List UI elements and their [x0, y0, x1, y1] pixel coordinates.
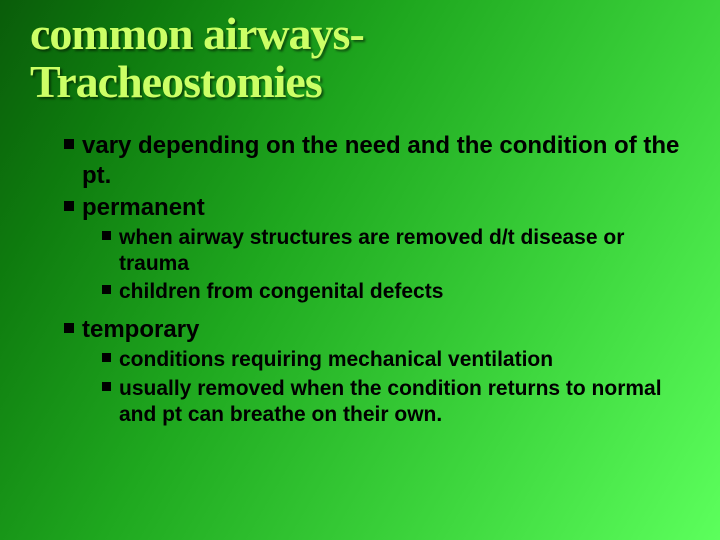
bullet-level-2: usually removed when the condition retur… — [102, 376, 690, 429]
bullet-level-2: children from congenital defects — [102, 279, 690, 305]
title-line-2: Tracheostomies — [30, 56, 322, 107]
bullet-level-2: conditions requiring mechanical ventilat… — [102, 347, 690, 373]
bullet-level-1: vary depending on the need and the condi… — [64, 131, 690, 191]
bullet-text: temporary — [82, 315, 199, 345]
bullet-text: children from congenital defects — [119, 279, 443, 305]
bullet-text: when airway structures are removed d/t d… — [119, 225, 690, 278]
bullet-level-2: when airway structures are removed d/t d… — [102, 225, 690, 278]
bullet-text: conditions requiring mechanical ventilat… — [119, 347, 553, 373]
spacer — [30, 107, 690, 129]
slide-title: common airways- Tracheostomies — [30, 10, 690, 107]
bullet-marker-icon — [102, 382, 111, 391]
bullet-text: permanent — [82, 193, 205, 223]
slide: common airways- Tracheostomies vary depe… — [0, 0, 720, 540]
bullet-level-1: temporary — [64, 315, 690, 345]
bullet-list: vary depending on the need and the condi… — [30, 131, 690, 429]
bullet-level-1: permanent — [64, 193, 690, 223]
title-line-1: common airways- — [30, 8, 364, 59]
bullet-marker-icon — [102, 285, 111, 294]
bullet-marker-icon — [102, 231, 111, 240]
bullet-text: vary depending on the need and the condi… — [82, 131, 690, 191]
bullet-marker-icon — [64, 323, 74, 333]
bullet-marker-icon — [64, 139, 74, 149]
gap — [30, 305, 690, 313]
bullet-marker-icon — [64, 201, 74, 211]
bullet-marker-icon — [102, 353, 111, 362]
bullet-text: usually removed when the condition retur… — [119, 376, 690, 429]
